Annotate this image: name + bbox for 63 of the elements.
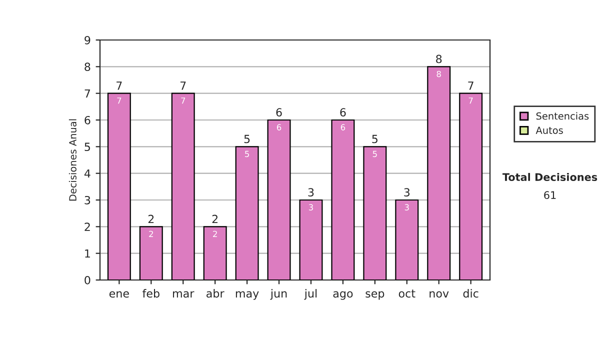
- x-tick-label: may: [236, 291, 259, 300]
- bar: [299, 199, 323, 280]
- total-label: 6: [276, 108, 282, 117]
- x-tick-label: oct: [398, 290, 416, 298]
- bar: [427, 66, 451, 280]
- data-label: 2: [149, 230, 153, 237]
- total-label: 3: [404, 188, 410, 197]
- y-tick-label: 6: [84, 116, 90, 124]
- x-tick-label: feb: [142, 289, 160, 298]
- data-label: 5: [245, 150, 249, 158]
- bar: [171, 92, 195, 280]
- data-label: 2: [213, 230, 217, 237]
- total-label: 2: [148, 214, 154, 224]
- x-tick-label: sep: [366, 291, 384, 300]
- total-label: 7: [180, 82, 186, 90]
- data-label: 7: [181, 98, 186, 104]
- x-tick-label: dic: [463, 289, 478, 298]
- legend-label: Autos: [536, 126, 563, 134]
- legend-label: Sentencias: [536, 112, 589, 120]
- bar: [139, 226, 163, 280]
- bar: [107, 92, 131, 280]
- data-label: 7: [468, 98, 473, 104]
- total-label: 8: [436, 54, 442, 64]
- bar: [267, 119, 291, 280]
- y-tick-label: 3: [84, 196, 90, 204]
- y-tick-label: 1: [85, 249, 90, 258]
- x-tick-label: jun: [270, 289, 287, 300]
- y-tick-label: 2: [84, 222, 90, 231]
- y-tick-label: 9: [84, 36, 90, 44]
- x-tick-label: abr: [206, 289, 224, 298]
- total-label: 3: [308, 188, 314, 197]
- x-tick-label: ene: [109, 291, 129, 298]
- data-label: 7: [117, 98, 122, 104]
- data-label: 5: [372, 150, 377, 158]
- x-tick-label: ago: [333, 291, 353, 300]
- total-label: 5: [244, 134, 250, 144]
- y-tick-label: 0: [84, 276, 90, 284]
- y-tick-label: 8: [84, 62, 90, 72]
- total-label: 7: [116, 82, 122, 90]
- text: Total Decisiones: [502, 172, 598, 182]
- x-tick-label: jul: [304, 289, 317, 300]
- total-label: 5: [372, 134, 378, 144]
- bar: [235, 146, 259, 280]
- data-label: 6: [340, 124, 346, 130]
- data-label: 8: [436, 70, 441, 78]
- y-tick-label: 7: [84, 89, 90, 98]
- y-tick-label: 4: [84, 169, 90, 178]
- text: 61: [544, 191, 556, 200]
- bar: [363, 146, 387, 280]
- bar: [395, 199, 419, 280]
- data-label: 6: [276, 124, 282, 130]
- total-label: 7: [468, 82, 474, 90]
- x-tick-label: nov: [430, 291, 449, 298]
- data-label: 3: [404, 204, 409, 210]
- y-axis-title: Decisiones Anual: [68, 119, 76, 201]
- bar: [203, 226, 227, 280]
- total-label: 6: [340, 108, 346, 117]
- x-tick-label: mar: [173, 291, 194, 298]
- y-tick-label: 5: [84, 142, 90, 152]
- data-label: 3: [308, 204, 313, 210]
- bar: [459, 92, 483, 280]
- bar: [331, 119, 355, 280]
- total-label: 2: [212, 214, 218, 224]
